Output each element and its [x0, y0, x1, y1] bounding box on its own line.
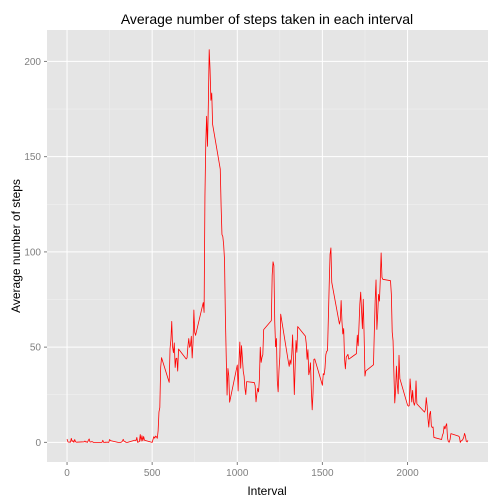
y-axis-title: Average number of steps	[9, 179, 23, 313]
y-tick-label: 200	[24, 57, 41, 68]
x-tick-label: 0	[64, 468, 70, 479]
x-tick-label: 500	[144, 468, 161, 479]
chart-title: Average number of steps taken in each in…	[121, 11, 413, 27]
data-line	[66, 49, 469, 443]
x-tick-label: 2000	[396, 468, 419, 479]
x-tick-label: 1500	[311, 468, 334, 479]
lines	[66, 49, 469, 443]
y-tick-label: 50	[30, 343, 42, 354]
x-tick-label: 1000	[226, 468, 249, 479]
plot-panel	[47, 30, 488, 462]
y-tick-label: 0	[35, 438, 41, 449]
y-tick-label: 150	[24, 152, 41, 163]
y-tick-label: 100	[24, 247, 41, 258]
x-axis-title: Interval	[247, 484, 286, 498]
